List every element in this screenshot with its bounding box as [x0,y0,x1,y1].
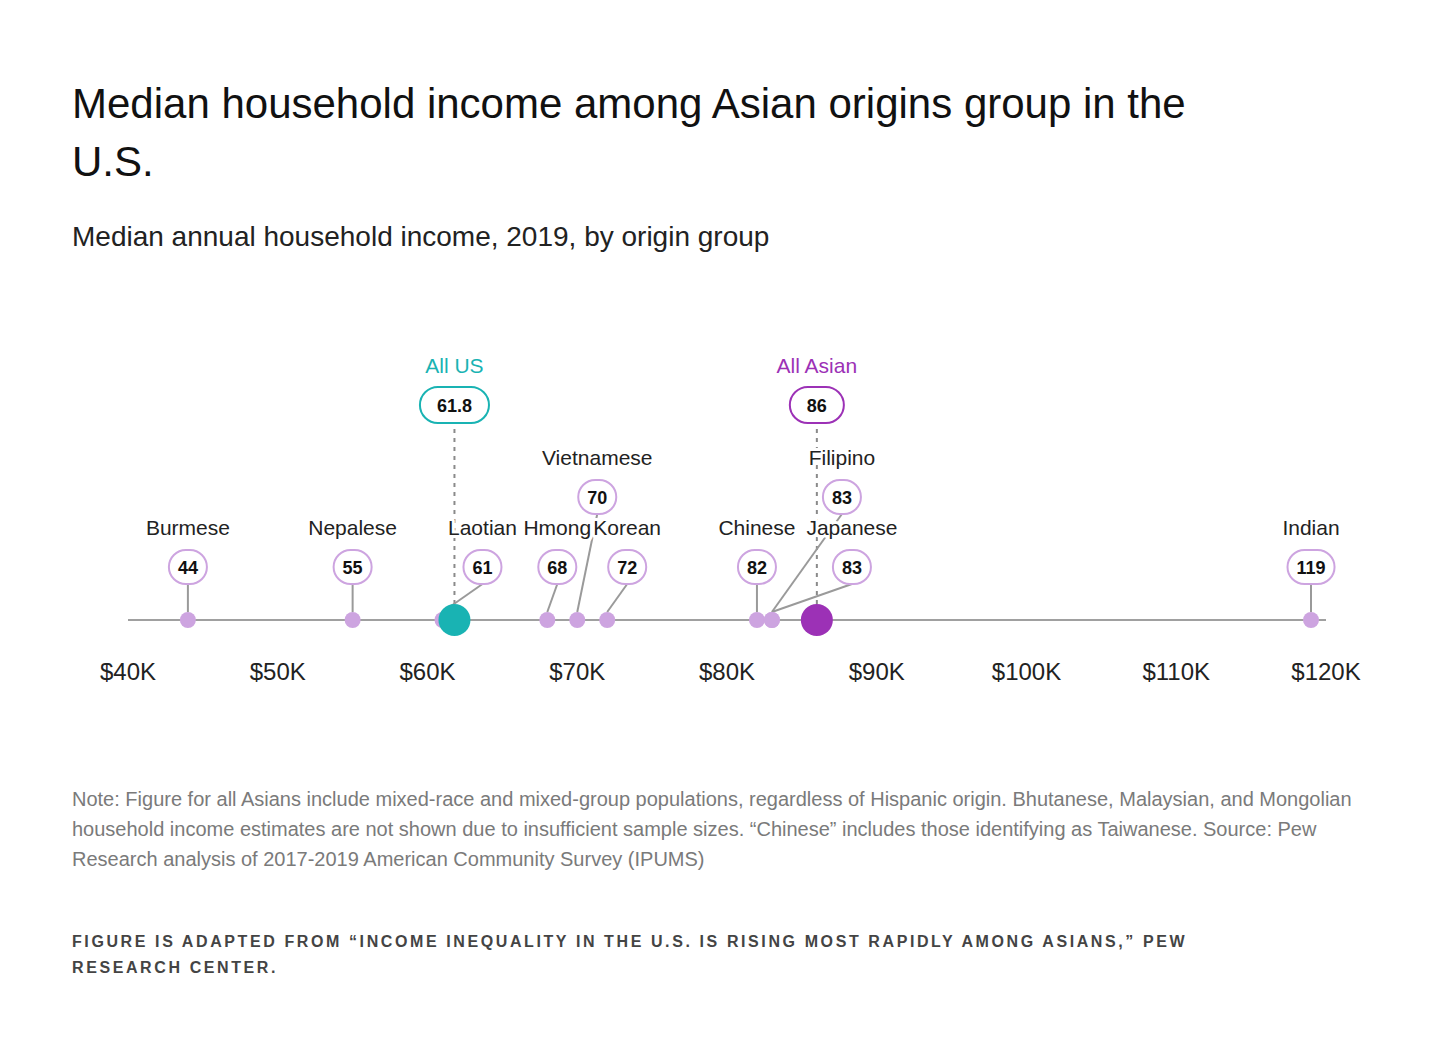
leader [1310,584,1312,612]
dot [764,612,780,628]
data-label: 61.8 [437,396,472,416]
dot [764,612,780,628]
data-label: 68 [547,558,567,578]
data-label: 119 [1297,558,1326,578]
category-label: Japanese [806,516,897,539]
leaders [188,423,1311,612]
category-label: Filipino [809,446,876,469]
page: {"chart_data": { "type": "dot", "title":… [0,0,1440,1050]
label-bubble [823,480,861,514]
label-bubble [608,550,646,584]
dot [749,612,765,628]
leader [453,423,455,604]
data-label: 86 [807,396,827,416]
category-label: All US [425,354,483,377]
tick-label: $100K [992,658,1061,685]
label-bubble [833,550,871,584]
category-label: Nepalese [308,516,397,539]
label-bubble [738,550,776,584]
tick-label: $120K [1291,658,1360,685]
label-bubble [463,550,501,584]
dot [539,612,555,628]
tick-label: $110K [1142,658,1210,685]
tick-label: $70K [549,658,605,685]
label-bubble [420,387,489,423]
axis-line [128,619,1326,621]
dot [569,612,585,628]
dot [180,612,196,628]
dots [180,604,1319,636]
data-label: 61 [472,558,492,578]
dot [438,604,470,636]
leader [352,584,354,612]
category-label: Indian [1282,516,1339,539]
leader [607,584,627,612]
dot [1303,612,1319,628]
labels: All US 61.8 All Asian 86 Burmese 44 Nepalese 55… [146,354,1340,584]
label-bubble [538,550,576,584]
tick-label: $50K [250,658,306,685]
title: Median household income among Asian orig… [72,75,1222,191]
data-label: 83 [832,488,852,508]
category-label: Vietnamese [542,446,653,469]
leader [187,584,189,612]
category-label: Hmong [523,516,591,539]
note: Note: Figure for all Asians include mixe… [72,784,1362,874]
category-label: Chinese [718,516,795,539]
dot [801,604,833,636]
tick-label: $60K [399,658,455,685]
credit: FIGURE IS ADAPTED FROM “INCOME INEQUALIT… [72,929,1292,981]
label-bubble [790,387,844,423]
data-label: 82 [747,558,767,578]
data-label: 72 [617,558,637,578]
category-label: Burmese [146,516,230,539]
data-label: 83 [842,558,862,578]
category-label: Korean [593,516,661,539]
data-label: 70 [587,488,607,508]
label-bubble [1288,550,1335,584]
label-bubble [578,480,616,514]
data-label: 44 [178,558,198,578]
dot [345,612,361,628]
dot [599,612,615,628]
tick-label: $90K [849,658,905,685]
label-bubble [169,550,207,584]
leader [756,584,758,612]
tick-label: $80K [699,658,755,685]
data-label: 55 [343,558,363,578]
leader [547,584,557,612]
tick-label: $40K [100,658,156,685]
chart: $40K $50K $60K $70K $80K $90K $100K $110K $120K A… [0,0,1440,1050]
category-label: All Asian [777,354,858,377]
subtitle: Median annual household income, 2019, by… [72,220,1272,254]
category-label: Laotian [448,516,517,539]
label-bubble [334,550,372,584]
